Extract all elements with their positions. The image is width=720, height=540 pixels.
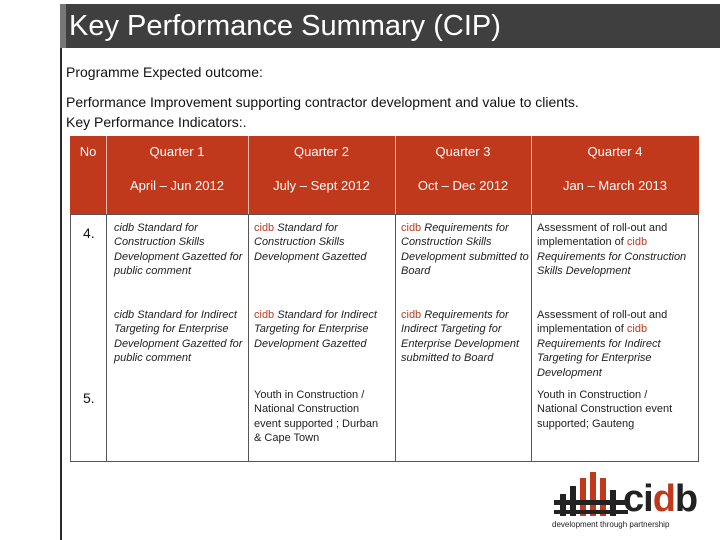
header-quarter-1: Quarter 1: [149, 144, 205, 159]
brand-text: cidb: [254, 309, 275, 321]
cell-text: Standard for Construction Skills Develop…: [254, 222, 367, 263]
title-accent-stripe: [60, 4, 66, 48]
header-period-4: Jan – March 2013: [562, 178, 668, 193]
column-divider: [395, 215, 396, 461]
brand-text: cidb: [626, 236, 648, 249]
table-body: 4. cidb Standard for Construction Skills…: [70, 214, 699, 462]
cell-text: Standard for Indirect Targeting for Ente…: [114, 309, 243, 365]
header-divider: [531, 136, 532, 214]
header-period-1: April – Jun 2012: [130, 178, 224, 193]
brand-text: cidb: [254, 222, 275, 234]
table-header: No Quarter 1 Quarter 2 Quarter 3 Quarter…: [70, 136, 699, 214]
cell-text: Assessment of roll-out and implementatio…: [537, 222, 668, 249]
logo-tagline: development through partnership: [552, 520, 670, 529]
cell-text: Requirements for Construction Skills Dev…: [401, 222, 529, 278]
logo-mark-icon: [554, 472, 628, 516]
q3-targeting-cell: cidb Requirements for Indirect Targeting…: [401, 308, 529, 366]
q2-skills-cell: cidb Standard for Construction Skills De…: [254, 221, 392, 264]
q3-skills-cell: cidb Requirements for Construction Skill…: [401, 221, 529, 279]
cell-text: Standard for Construction Skills Develop…: [114, 222, 243, 278]
q2-youth-cell: Youth in Construction / National Constru…: [254, 389, 379, 445]
q2-targeting-cell: cidb Standard for Indirect Targeting for…: [254, 308, 392, 351]
header-quarter-4: Quarter 4: [587, 144, 643, 159]
header-quarter-2: Quarter 2: [294, 144, 349, 159]
column-divider: [248, 215, 249, 461]
header-quarter-3: Quarter 3: [435, 144, 491, 159]
outcome-label: Programme Expected outcome:: [66, 64, 263, 80]
cidb-logo: cidb development through partnership: [552, 468, 720, 540]
header-period-2: July – Sept 2012: [273, 178, 370, 193]
q4-youth-cell: Youth in Construction / National Constru…: [537, 389, 673, 430]
cell-text: Standard for Indirect Targeting for Ente…: [254, 309, 377, 350]
title-bar: Key Performance Summary (CIP): [60, 4, 720, 48]
cell-text: Assessment of roll-out and implementatio…: [537, 309, 668, 336]
cell-text: Requirements for Construction Skills Dev…: [537, 250, 687, 278]
brand-text: cidb: [401, 309, 422, 321]
left-divider: [60, 48, 62, 540]
header-divider: [248, 136, 249, 214]
logo-word-part: ci: [623, 478, 654, 520]
outcome-text: Performance Improvement supporting contr…: [66, 94, 579, 110]
q4-targeting-cell: Assessment of roll-out and implementatio…: [537, 308, 697, 380]
q1-skills-cell: cidb Standard for Construction Skills De…: [114, 221, 244, 279]
logo-wordmark: cidb: [623, 478, 698, 521]
q1-targeting-cell: cidb Standard for Indirect Targeting for…: [114, 308, 244, 366]
logo-word-part: b: [674, 478, 698, 520]
row-number-5: 5.: [83, 390, 95, 406]
cell-text: Requirements for Indirect Targeting for …: [401, 309, 520, 365]
q4-skills-cell: Assessment of roll-out and implementatio…: [537, 221, 697, 279]
row-number-4: 4.: [83, 225, 95, 241]
kpi-label: Key Performance Indicators:.: [66, 114, 247, 130]
brand-text: cidb: [401, 222, 422, 234]
kpi-table: No Quarter 1 Quarter 2 Quarter 3 Quarter…: [70, 136, 699, 462]
page-title: Key Performance Summary (CIP): [69, 10, 501, 42]
header-period-3: Oct – Dec 2012: [417, 178, 509, 193]
column-divider: [531, 215, 532, 461]
brand-text: cidb: [626, 323, 648, 336]
logo-word-accent: d: [652, 478, 676, 520]
brand-text: cidb: [114, 222, 135, 234]
header-divider: [395, 136, 396, 214]
cell-text: Requirements for Indirect Targeting for …: [537, 337, 661, 379]
header-no: No: [79, 144, 97, 159]
header-divider: [106, 136, 107, 214]
column-divider: [106, 215, 107, 461]
brand-text: cidb: [114, 309, 135, 321]
